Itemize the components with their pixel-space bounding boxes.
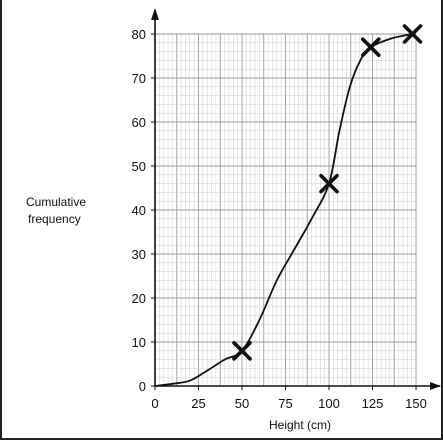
x-tick-label: 25 <box>191 396 205 411</box>
y-tick-label: 80 <box>132 27 146 42</box>
y-axis-label-line-1: Cumulative <box>26 195 86 209</box>
y-tick-label: 70 <box>132 71 146 86</box>
x-tick-label: 100 <box>318 396 340 411</box>
point-marker-cross <box>319 173 339 194</box>
x-axis-arrowhead <box>430 382 441 390</box>
grid <box>154 33 417 387</box>
point-markers <box>232 24 423 361</box>
point-marker-cross <box>402 24 423 44</box>
cross-stroke <box>402 24 423 44</box>
y-tick-label: 30 <box>132 247 146 262</box>
x-tick-label: 150 <box>405 396 427 411</box>
x-axis-label: Height (cm) <box>269 418 331 432</box>
y-tick-label: 50 <box>132 159 146 174</box>
cross-stroke <box>232 340 252 361</box>
y-axis-arrowhead <box>151 8 159 20</box>
y-tick-label: 20 <box>132 291 146 306</box>
y-tick-label: 40 <box>132 203 146 218</box>
cross-stroke <box>360 37 381 58</box>
point-marker-cross <box>232 340 252 361</box>
y-axis-label-line-2: frequency <box>28 212 81 226</box>
axes <box>151 8 441 390</box>
y-tick-label: 60 <box>132 115 146 130</box>
cross-stroke <box>319 173 339 194</box>
x-tick-label: 50 <box>235 396 249 411</box>
x-tick-label: 0 <box>151 396 158 411</box>
x-tick-label: 75 <box>278 396 292 411</box>
tick-labels: 0 10 20 30 40 50 60 70 80 0 25 50 75 100 125 150 <box>132 27 427 411</box>
x-tick-label: 125 <box>362 396 384 411</box>
y-tick-label: 10 <box>132 335 146 350</box>
y-tick-label: 0 <box>139 379 146 394</box>
cumulative-frequency-chart: 0 10 20 30 40 50 60 70 80 0 25 50 75 100 125 150 Cumula… <box>26 8 441 432</box>
point-marker-cross <box>360 37 381 58</box>
